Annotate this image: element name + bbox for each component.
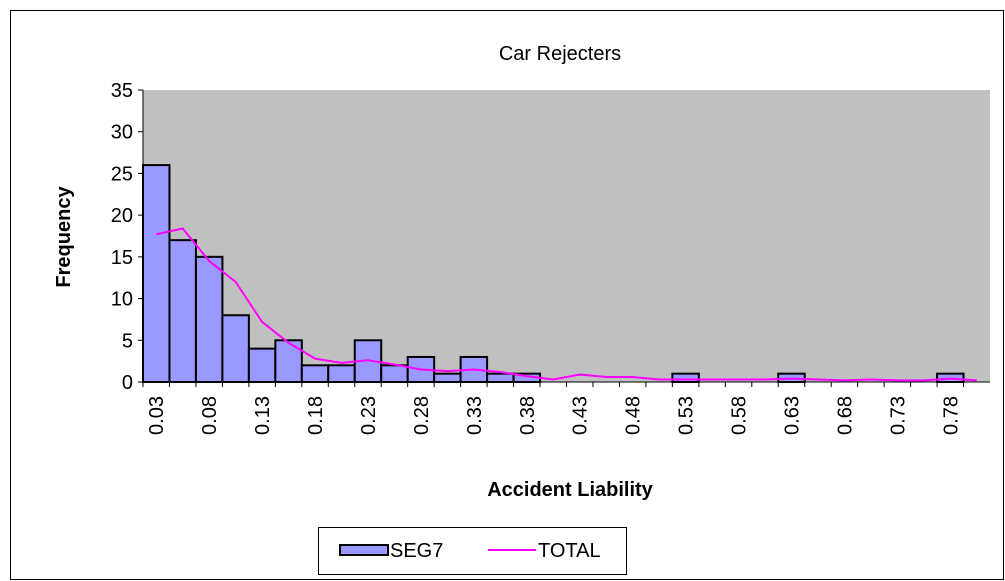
x-tick-label: 0.43 bbox=[570, 396, 592, 435]
x-tick-label: 0.03 bbox=[146, 396, 168, 435]
bar bbox=[486, 372, 515, 383]
chart-title: Car Rejecters bbox=[499, 43, 621, 65]
bar bbox=[433, 372, 462, 383]
y-axis-title: Frequency bbox=[53, 186, 75, 288]
y-tick-label: 25 bbox=[111, 163, 133, 185]
legend-label: SEG7 bbox=[390, 540, 443, 562]
x-tick-label: 0.13 bbox=[252, 396, 274, 435]
bar bbox=[168, 239, 197, 383]
x-tick-label: 0.58 bbox=[729, 396, 751, 435]
y-tick-label: 10 bbox=[111, 289, 133, 311]
y-tick-label: 15 bbox=[111, 247, 133, 269]
x-tick-label: 0.73 bbox=[887, 396, 909, 435]
y-tick-label: 35 bbox=[111, 80, 133, 102]
bar bbox=[274, 339, 303, 383]
bar bbox=[194, 255, 224, 384]
bar bbox=[671, 372, 700, 383]
y-tick-label: 20 bbox=[111, 205, 133, 227]
bar bbox=[380, 364, 409, 384]
x-tick-label: 0.63 bbox=[781, 396, 803, 435]
line bbox=[156, 227, 977, 382]
x-tick-label: 0.33 bbox=[464, 396, 486, 435]
bar bbox=[221, 314, 250, 383]
x-tick-label: 0.28 bbox=[411, 396, 433, 435]
x-tick-label: 0.48 bbox=[623, 396, 645, 435]
y-tick-label: 30 bbox=[111, 122, 133, 144]
legend-label: TOTAL bbox=[538, 540, 601, 562]
bar bbox=[300, 364, 330, 384]
legend-swatch bbox=[339, 544, 389, 556]
y-tick-label: 5 bbox=[122, 330, 133, 352]
x-tick-label: 0.53 bbox=[676, 396, 698, 435]
bar bbox=[142, 164, 171, 383]
x-tick-label: 0.18 bbox=[305, 396, 327, 435]
x-tick-label: 0.08 bbox=[199, 396, 221, 435]
bar bbox=[327, 364, 356, 384]
y-tick-label: 0 bbox=[122, 372, 133, 394]
plot-background bbox=[143, 90, 990, 382]
x-tick-label: 0.68 bbox=[834, 396, 856, 435]
x-axis-title: Accident Liability bbox=[487, 479, 653, 501]
bar bbox=[247, 347, 277, 383]
x-tick-label: 0.23 bbox=[358, 396, 380, 435]
x-tick-label: 0.38 bbox=[517, 396, 539, 435]
x-tick-label: 0.78 bbox=[940, 396, 962, 435]
